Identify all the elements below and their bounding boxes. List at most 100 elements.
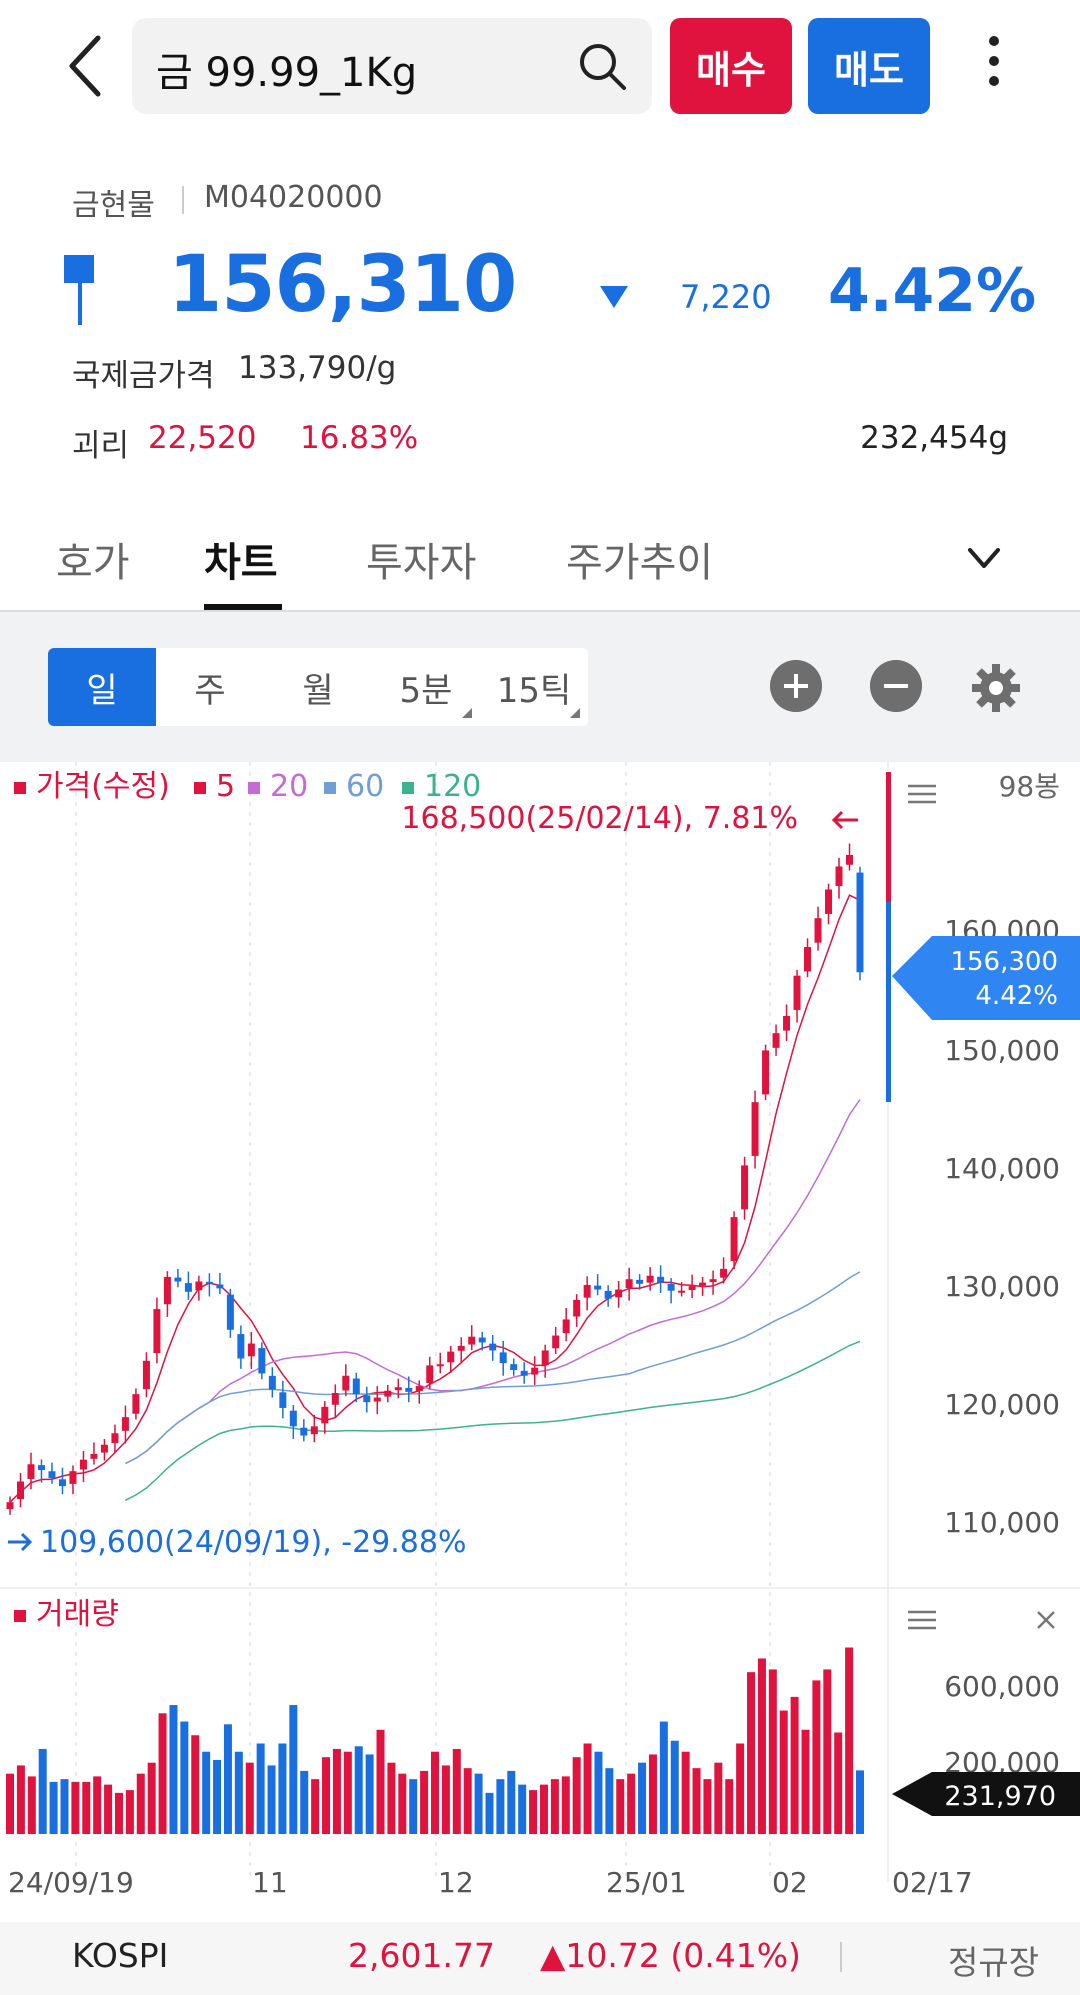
volume-bar bbox=[856, 1770, 864, 1834]
candle-body bbox=[37, 1465, 45, 1471]
volume-bar bbox=[289, 1705, 298, 1834]
divider bbox=[182, 186, 184, 214]
volume-bar bbox=[714, 1762, 723, 1834]
volume-tag: 231,970 bbox=[892, 1772, 1080, 1816]
volume-bar bbox=[343, 1751, 352, 1834]
gear-icon[interactable] bbox=[970, 662, 1022, 714]
volume-bar bbox=[605, 1768, 614, 1834]
volume-bar bbox=[311, 1779, 320, 1834]
tab-investor[interactable]: 투자자 bbox=[366, 540, 477, 586]
volume-bar bbox=[834, 1732, 843, 1834]
candle-body bbox=[195, 1281, 203, 1291]
volume-bar bbox=[234, 1751, 243, 1834]
search-field[interactable]: 금 99.99_1Kg bbox=[132, 18, 652, 114]
down-triangle-icon bbox=[600, 286, 628, 308]
volume-bar bbox=[692, 1768, 701, 1834]
volume-bar bbox=[60, 1779, 69, 1834]
candle-body bbox=[762, 1050, 770, 1095]
candle-body bbox=[100, 1444, 108, 1453]
volume-bar bbox=[398, 1773, 407, 1834]
bar-count: 98봉 bbox=[999, 770, 1060, 803]
volume-bar bbox=[332, 1748, 341, 1834]
price-tick: 150,000 bbox=[944, 1034, 1060, 1067]
volume-bar bbox=[245, 1762, 254, 1834]
market-ticker[interactable]: KOSPI 2,601.77 ▲10.72 (0.41%) 정규장 bbox=[0, 1922, 1080, 1995]
sell-button[interactable]: 매도 bbox=[808, 18, 930, 114]
legend-ma5: 5 bbox=[216, 769, 235, 804]
asset-category: 금현물 bbox=[72, 188, 155, 223]
period-daily[interactable]: 일 bbox=[48, 648, 156, 726]
current-price-tag-value: 156,300 bbox=[950, 947, 1058, 977]
candle-body bbox=[226, 1294, 234, 1330]
search-input[interactable]: 금 99.99_1Kg bbox=[156, 50, 418, 96]
candle-body bbox=[69, 1471, 77, 1484]
volume-bars bbox=[6, 1647, 864, 1834]
tab-quote[interactable]: 호가 bbox=[56, 540, 130, 586]
candle-body bbox=[342, 1375, 350, 1391]
period-5min[interactable]: 5분 bbox=[372, 648, 480, 726]
candle-body bbox=[436, 1364, 444, 1367]
range-up-bar bbox=[886, 772, 891, 902]
volume-bar bbox=[779, 1710, 788, 1834]
volume-bar bbox=[452, 1748, 461, 1834]
volume-bar bbox=[627, 1773, 636, 1834]
menu-icon[interactable] bbox=[908, 784, 936, 804]
ma20-line bbox=[125, 1099, 861, 1465]
candle-body bbox=[111, 1433, 119, 1444]
candle-body bbox=[48, 1471, 56, 1479]
low-annotation: 109,600(24/09/19), -29.88% bbox=[40, 1525, 467, 1560]
tab-chart[interactable]: 차트 bbox=[204, 540, 278, 586]
price-chart[interactable]: 가격(수정) 5 20 60 120 98봉 168,500(25/02/14)… bbox=[0, 762, 1080, 1922]
asset-code: M04020000 bbox=[204, 180, 383, 215]
tab-price-trend[interactable]: 주가추이 bbox=[566, 540, 714, 586]
zoom-out-icon[interactable] bbox=[870, 660, 922, 712]
chevron-down-icon[interactable] bbox=[966, 540, 1002, 576]
volume-menu-icon[interactable] bbox=[908, 1610, 936, 1630]
candle-body bbox=[562, 1319, 570, 1334]
ma120-line bbox=[125, 1340, 861, 1501]
volume-bar bbox=[648, 1754, 657, 1834]
legend-ma120-swatch bbox=[402, 782, 414, 794]
search-icon[interactable] bbox=[574, 38, 630, 94]
candle-body bbox=[331, 1393, 339, 1405]
period-weekly[interactable]: 주 bbox=[194, 670, 226, 711]
candle-body bbox=[153, 1309, 161, 1354]
buy-button[interactable]: 매수 bbox=[670, 18, 792, 114]
volume-bar bbox=[790, 1696, 799, 1834]
candle-body bbox=[132, 1394, 140, 1414]
legend-ma60: 60 bbox=[346, 769, 384, 804]
end-date: 02/17 bbox=[892, 1866, 973, 1899]
close-icon[interactable] bbox=[1037, 1611, 1055, 1629]
flag-icon[interactable] bbox=[64, 255, 98, 325]
candle-body bbox=[468, 1336, 476, 1345]
more-menu-icon[interactable] bbox=[970, 30, 1018, 102]
candle-body bbox=[363, 1395, 371, 1403]
back-button[interactable] bbox=[52, 28, 122, 104]
period-15tick[interactable]: 15틱 bbox=[480, 648, 588, 726]
volume-legend: 거래량 bbox=[36, 1597, 119, 1632]
gap-label: 괴리 bbox=[72, 428, 130, 464]
volume-bar bbox=[539, 1784, 548, 1834]
index-value: 2,601.77 bbox=[348, 1936, 495, 1975]
high-annotation: 168,500(25/02/14), 7.81% bbox=[401, 801, 798, 836]
volume-bar bbox=[191, 1735, 200, 1834]
candle-body bbox=[174, 1277, 182, 1282]
volume-bar bbox=[757, 1658, 766, 1834]
volume-bar bbox=[82, 1781, 91, 1834]
arrow-right-icon bbox=[8, 1532, 33, 1552]
volume-bar bbox=[768, 1669, 777, 1834]
period-monthly[interactable]: 월 bbox=[302, 670, 334, 711]
candle-body bbox=[279, 1392, 287, 1408]
volume-bar bbox=[6, 1773, 14, 1834]
candle-body bbox=[688, 1286, 696, 1291]
zoom-in-icon[interactable] bbox=[770, 660, 822, 712]
candle-body bbox=[289, 1410, 297, 1427]
candle-body bbox=[657, 1276, 665, 1283]
intl-price-label: 국제금가격 bbox=[72, 358, 215, 394]
candle-body bbox=[58, 1479, 66, 1487]
candle-body bbox=[730, 1217, 738, 1262]
x-tick: 11 bbox=[252, 1866, 288, 1899]
candle-body bbox=[772, 1033, 780, 1048]
legend-ma60-swatch bbox=[324, 782, 336, 794]
volume-bar bbox=[278, 1743, 287, 1834]
